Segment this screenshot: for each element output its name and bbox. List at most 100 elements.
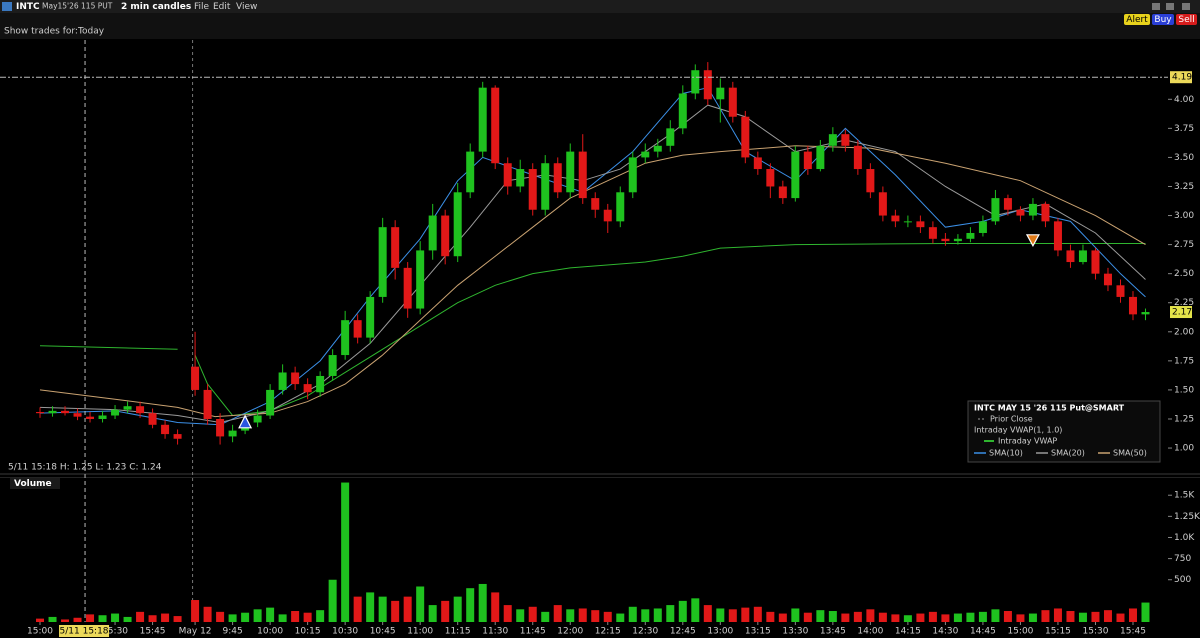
volume-bar — [1078, 612, 1087, 622]
volume-bar — [516, 609, 525, 622]
candle-body — [86, 416, 95, 419]
volume-bar — [148, 615, 157, 622]
volume-bar — [428, 605, 437, 622]
candle-body — [428, 215, 437, 251]
volume-bar — [603, 611, 612, 622]
candle-body — [61, 410, 70, 414]
x-tick-label: 14:15 — [895, 627, 921, 637]
minimize[interactable] — [1152, 3, 1160, 10]
y-tick-label: 1.25 — [1174, 414, 1194, 424]
candle-body — [1128, 296, 1137, 315]
app-icon — [2, 2, 12, 11]
volume-bar — [766, 611, 775, 622]
candle-body — [641, 151, 650, 158]
volume-bar — [803, 612, 812, 622]
volume-bar — [73, 617, 82, 622]
menu-item[interactable]: View — [236, 2, 257, 12]
volume-bar — [123, 616, 132, 622]
volume-bar — [816, 610, 825, 622]
y-tick-label: 3.00 — [1174, 211, 1194, 221]
candle-body — [966, 232, 975, 239]
candle-body — [903, 221, 912, 223]
candle-body — [653, 145, 662, 152]
candle-body — [678, 93, 687, 129]
indicator-line — [40, 345, 178, 350]
volume-bar — [678, 600, 687, 622]
volume-bar — [666, 605, 675, 622]
candle-body — [228, 430, 237, 437]
title-bar — [0, 0, 1200, 13]
indicator-line — [39, 145, 1146, 418]
close[interactable] — [1182, 3, 1190, 10]
y-tick-label: 1.00 — [1174, 444, 1194, 454]
legend-entry: Intraday VWAP — [998, 437, 1057, 446]
x-tick-label: 10:15 — [295, 627, 321, 637]
legend-box — [967, 400, 1161, 463]
button-label[interactable]: Alert — [1126, 15, 1148, 25]
candle-body — [148, 413, 157, 425]
volume-bar — [641, 609, 650, 622]
candle-body — [516, 169, 525, 187]
volume-bar — [48, 616, 57, 622]
maximize[interactable] — [1166, 3, 1174, 10]
volume-bar — [578, 608, 587, 622]
candle-body — [753, 157, 762, 170]
candle-body — [941, 238, 950, 242]
candle-body — [391, 227, 400, 268]
menu-item[interactable]: File — [194, 2, 210, 12]
candle-body — [416, 250, 425, 309]
volume-bar — [1128, 608, 1137, 622]
candle-body — [278, 372, 287, 390]
candle-body — [791, 151, 800, 199]
volume-bar — [753, 606, 762, 622]
symbol: INTC — [16, 2, 40, 12]
bar-size[interactable]: 2 min candles — [121, 2, 191, 12]
x-tick-label: 13:00 — [707, 627, 733, 637]
volume-bar — [691, 598, 700, 622]
candle-body — [828, 134, 837, 146]
crosshair-time: 5/11 15:18 — [60, 627, 109, 637]
volume-bar — [728, 609, 737, 622]
window-controls[interactable] — [1152, 3, 1190, 10]
candle-body — [466, 151, 475, 193]
candle-body — [1016, 209, 1025, 216]
candle-body — [1078, 250, 1087, 263]
crosshair-price: 4.19 — [1172, 73, 1192, 83]
indicator-line — [40, 104, 1146, 423]
volume-title-box — [10, 478, 60, 489]
candle-body — [36, 412, 45, 414]
x-tick-label: 10:00 — [257, 627, 283, 637]
volume-bar — [653, 608, 662, 622]
buy-button[interactable] — [1152, 14, 1174, 25]
candle-body — [978, 221, 987, 233]
candle-body — [173, 434, 182, 439]
button-label[interactable]: Sell — [1178, 15, 1194, 25]
sell-button[interactable] — [1176, 14, 1197, 25]
volume-bar — [628, 606, 637, 622]
candle-body — [1041, 203, 1050, 222]
button-label[interactable]: Buy — [1154, 15, 1172, 25]
volume-bar — [378, 596, 387, 622]
volume-bar — [591, 610, 600, 622]
candle-body — [891, 215, 900, 222]
volume-bar — [966, 612, 975, 622]
volume-bar — [528, 606, 537, 622]
crosshair-tag — [1170, 71, 1192, 84]
x-tick-label: 14:00 — [857, 627, 883, 637]
menu-item[interactable]: Edit — [213, 2, 231, 12]
alert-button[interactable] — [1124, 14, 1150, 25]
x-tick-label: 12:00 — [557, 627, 583, 637]
volume-bar — [466, 588, 475, 622]
volume-bar — [86, 614, 95, 622]
indicator-line — [40, 87, 1146, 426]
candle-body — [378, 227, 387, 297]
volume-bar — [941, 614, 950, 622]
volume-bar — [991, 609, 1000, 622]
trades-dropdown[interactable]: Today — [77, 27, 105, 37]
candle-body — [741, 116, 750, 158]
x-tick-label: 15:30 — [1083, 627, 1109, 637]
contract[interactable]: May15'26 115 PUT — [42, 2, 113, 11]
volume-bar — [953, 613, 962, 622]
volume-bar — [416, 586, 425, 622]
